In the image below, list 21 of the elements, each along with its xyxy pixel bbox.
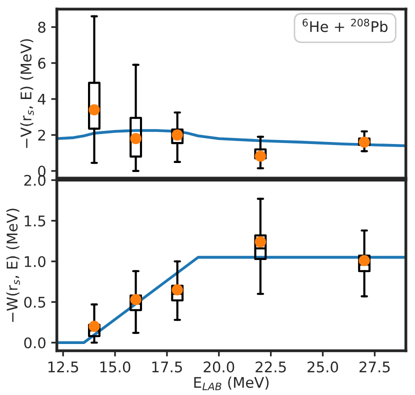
y-axis-title: −V(r$_{s}$, E) (MeV): [20, 39, 34, 148]
x-tick-label: 12.5: [48, 361, 78, 372]
x-tick-label: 25.0: [308, 361, 338, 372]
line-series: [56, 129, 406, 148]
y-tick-label: 1.0: [24, 256, 46, 268]
y-tick-label: 0.0: [24, 337, 46, 348]
y-tick-label: 8: [38, 22, 46, 33]
y-tick-label: 6: [38, 58, 46, 69]
y-tick-label: 1.5: [24, 216, 46, 226]
y-tick-label: 2.0: [24, 174, 46, 186]
x-tick-label: 27.5: [360, 361, 390, 372]
x-tick-label: 17.5: [152, 362, 182, 372]
y-tick-label: 2: [38, 130, 45, 141]
x-tick-label: 15.0: [100, 361, 130, 372]
y-tick-label: 4: [38, 94, 46, 105]
x-axis-title: E$_{LAB}$ (MeV): [194, 376, 269, 390]
y-axis-title: −W(r$_{s}$, E) (MeV): [6, 208, 20, 322]
x-tick-label: 20.0: [204, 361, 234, 372]
x-tick-label: 22.5: [256, 361, 286, 372]
annotation: $^{6}$He + $^{208}$Pb: [302, 18, 388, 32]
y-tick-label: 0.5: [24, 296, 46, 308]
